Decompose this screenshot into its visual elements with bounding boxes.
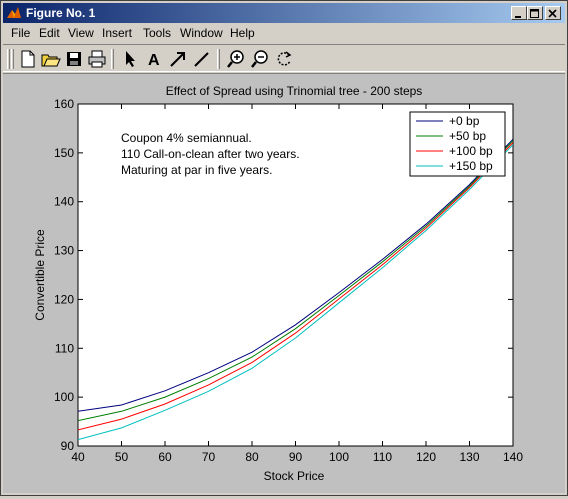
x-tick-label: 140: [503, 450, 523, 464]
toolbar-separator: [111, 49, 114, 69]
zoom-in-icon[interactable]: [225, 48, 247, 70]
menu-window[interactable]: Window: [180, 26, 223, 40]
legend-label-2: +100 bp: [449, 144, 493, 158]
x-tick-label: 40: [71, 450, 85, 464]
series-lines: [78, 138, 513, 441]
maximize-button[interactable]: [527, 6, 543, 20]
legend-label-3: +150 bp: [449, 159, 493, 173]
menu-file[interactable]: File: [11, 26, 31, 40]
svg-text:A: A: [148, 52, 160, 69]
chart: 40 50 60 70 80 90 100 110 120 130 140 90 100 110 120 13…: [33, 84, 523, 483]
print-icon[interactable]: [86, 48, 108, 70]
menu-bar: File Edit View Insert Tools Window Help: [3, 24, 565, 42]
series-line-1: [78, 140, 513, 422]
y-tick-label: 140: [54, 195, 74, 209]
y-tick-label: 100: [54, 390, 74, 404]
series-line-2: [78, 142, 513, 431]
x-tick-label: 130: [459, 450, 479, 464]
line-icon[interactable]: [191, 48, 213, 70]
x-tick-label: 120: [416, 450, 436, 464]
rotate-icon[interactable]: [273, 48, 295, 70]
x-axis-label: Stock Price: [264, 469, 325, 483]
x-tick-label: 80: [245, 450, 259, 464]
x-tick-label: 60: [158, 450, 172, 464]
axis-ticks: 40 50 60 70 80 90 100 110 120 130 140 90 100 110 120 13…: [54, 97, 523, 464]
toolbar: A: [3, 44, 565, 72]
x-tick-label: 100: [329, 450, 349, 464]
minimize-icon: [515, 16, 521, 18]
window-title: Figure No. 1: [26, 6, 96, 20]
close-button[interactable]: [545, 6, 561, 20]
menu-help[interactable]: Help: [230, 26, 255, 40]
y-tick-label: 150: [54, 146, 74, 160]
annotation-line-2: 110 Call-on-clean after two years.: [121, 147, 300, 161]
maximize-icon: [530, 9, 539, 18]
menu-insert[interactable]: Insert: [102, 26, 133, 40]
figure-canvas: 40 50 60 70 80 90 100 110 120 130 140 90 100 110 120 13…: [3, 73, 565, 493]
open-folder-icon[interactable]: [40, 48, 62, 70]
y-tick-label: 160: [54, 97, 74, 111]
zoom-out-icon[interactable]: [249, 48, 271, 70]
annotation-line-3: Maturing at par in five years.: [121, 163, 272, 177]
y-tick-label: 120: [54, 292, 74, 306]
menu-edit[interactable]: Edit: [39, 26, 60, 40]
y-tick-label: 110: [55, 341, 74, 355]
arrow-pointer-icon[interactable]: [119, 48, 141, 70]
toolbar-separator: [217, 49, 220, 69]
y-tick-label: 130: [54, 244, 74, 258]
legend-label-0: +0 bp: [449, 114, 480, 128]
x-tick-label: 70: [202, 450, 216, 464]
menu-view[interactable]: View: [68, 26, 94, 40]
legend-label-1: +50 bp: [449, 129, 486, 143]
y-tick-label: 90: [61, 439, 75, 453]
x-tick-label: 90: [289, 450, 303, 464]
x-tick-label: 110: [373, 450, 392, 464]
annotation-line-1: Coupon 4% semiannual.: [121, 131, 252, 145]
close-icon: [548, 9, 557, 18]
chart-title: Effect of Spread using Trinomial tree - …: [166, 84, 423, 98]
minimize-button[interactable]: [511, 6, 527, 20]
new-file-icon[interactable]: [17, 48, 39, 70]
matlab-icon: [7, 7, 21, 18]
legend-box: [409, 111, 506, 177]
series-line-0: [78, 138, 513, 412]
toolbar-grip[interactable]: [7, 49, 10, 69]
menu-tools[interactable]: Tools: [143, 26, 172, 40]
y-axis-label: Convertible Price: [33, 229, 47, 321]
legend: +0 bp +50 bp +100 bp +150 bp: [409, 111, 506, 177]
text-a-icon[interactable]: A: [143, 48, 165, 70]
title-bar: Figure No. 1: [3, 3, 565, 23]
toolbar-grip[interactable]: [11, 49, 14, 69]
x-tick-label: 50: [115, 450, 129, 464]
arrow-icon[interactable]: [167, 48, 189, 70]
save-icon[interactable]: [63, 48, 85, 70]
series-line-3: [78, 144, 513, 441]
